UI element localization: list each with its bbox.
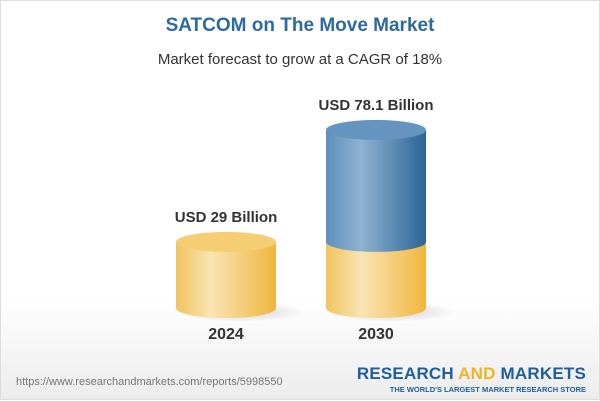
category-label: 2030 [358,326,394,343]
bar-2030-base [326,241,426,318]
logo-tagline: THE WORLD'S LARGEST MARKET RESEARCH STOR… [389,385,586,394]
logo-text-and: AND [458,364,496,383]
data-label: USD 29 Billion [175,209,278,226]
data-label: USD 78.1 Billion [318,97,433,114]
logo-text-markets: MARKETS [495,364,586,383]
chart-subtitle: Market forecast to grow at a CAGR of 18% [157,51,443,68]
category-label: 2024 [208,326,244,343]
brand-logo: RESEARCH AND MARKETS THE WORLD'S LARGEST… [357,365,586,394]
bar-2030-growth [326,129,426,252]
logo-text-research: RESEARCH [356,364,459,383]
bar-2030-growth-top [326,119,426,140]
report-url[interactable]: https://www.researchandmarkets.com/repor… [16,376,283,388]
chart-title: SATCOM on The Move Market [165,15,435,36]
bar-2024-top [176,231,276,252]
bar-2024 [176,241,276,318]
